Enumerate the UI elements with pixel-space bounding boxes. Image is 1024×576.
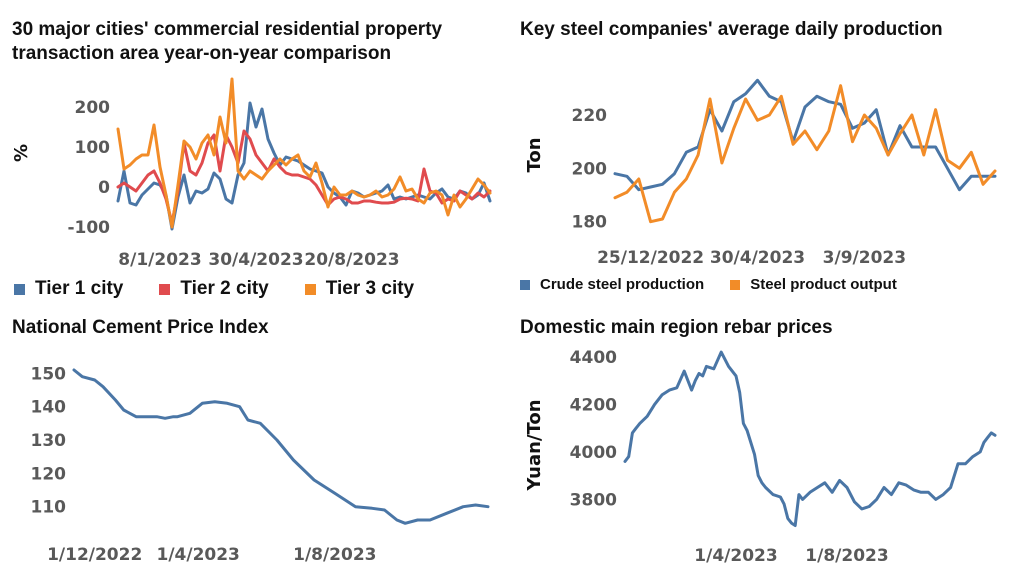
steel-legend: Crude steel production Steel product out… [520,276,933,293]
rebar-xtick-label: 1/4/2023 [694,546,777,566]
legend-swatch-tier2 [159,283,171,295]
legend-tier1: Tier 1 city [14,278,123,300]
property-chart: 200 100 0 -100% 8/1/2023 30/4/2023 20/8/2023 [11,77,492,270]
property-ytick-label: 200 [75,98,111,118]
rebar-ytick-label: 4400 [570,348,617,368]
steel-ytick-label: 180 [572,213,608,233]
rebar-chart: 4400 4200 4000 3800 Yuan/Ton 1/4/2023 1/8/2023 [524,348,997,566]
legend-swatch-steel [730,279,741,290]
rebar-ytick-label: 4000 [570,443,617,463]
steel-y-axis-label: Ton [524,137,545,172]
property-xtick-label: 30/4/2023 [208,250,303,270]
cement-chart: 150 140 130 120 110 1/12/2022 1/4/2023 1/8/2023 [31,364,490,565]
cement-ytick-label: 130 [31,431,67,451]
rebar-chart-title: Domestic main region rebar prices [520,317,833,338]
legend-tier3: Tier 3 city [304,278,415,300]
steel-ytick-label: 200 [572,159,608,179]
cement-ytick-label: 110 [31,498,67,518]
property-series-line-tier3 [116,77,492,229]
steel-xtick-label: 3/9/2023 [823,248,906,268]
rebar-y-axis-label: Yuan/Ton [524,399,545,491]
steel-chart-title: Key steel companies' average daily produ… [520,19,943,40]
legend-swatch-crude [520,279,530,290]
cement-xtick-label: 1/12/2022 [47,545,142,565]
legend-steel: Steel product output [730,276,897,293]
property-xtick-label: 20/8/2023 [304,250,399,270]
cement-chart-title: National Cement Price Index [12,317,269,338]
legend-tier2: Tier 2 city [159,278,269,300]
legend-swatch-tier1 [14,283,25,295]
property-ytick-label: 0 [98,178,110,198]
rebar-ytick-label: 3800 [570,490,617,510]
property-y-axis-label: % [11,144,32,162]
steel-chart: 220 200 180 Ton 25/12/2022 30/4/2023 3/9/2023 [524,78,997,268]
steel-series-line-steel [613,84,997,224]
property-legend: Tier 1 city Tier 2 city Tier 3 city [14,278,450,300]
legend-swatch-tier3 [304,283,316,295]
steel-xtick-label: 25/12/2022 [597,248,704,268]
cement-xtick-label: 1/4/2023 [157,545,240,565]
steel-ytick-label: 220 [572,106,608,126]
property-ytick-label: 100 [75,138,111,158]
legend-label-tier3: Tier 3 city [325,278,415,299]
steel-xtick-label: 30/4/2023 [710,248,805,268]
steel-series-line-crude [613,78,997,192]
legend-crude: Crude steel production [520,276,704,293]
cement-ytick-label: 150 [31,364,67,384]
legend-label-steel: Steel product output [750,276,897,293]
rebar-series-line-rebar [623,350,997,527]
cement-ytick-label: 140 [31,398,67,418]
rebar-xtick-label: 1/8/2023 [805,546,888,566]
legend-label-crude: Crude steel production [540,276,705,293]
property-ytick-label: -100 [67,218,110,238]
legend-label-tier1: Tier 1 city [35,278,124,299]
legend-label-tier2: Tier 2 city [180,278,269,299]
cement-series-line-cement [72,368,490,525]
property-xtick-label: 8/1/2023 [118,250,201,270]
cement-ytick-label: 120 [31,464,67,484]
property-chart-title: 30 major cities' commercial residential … [12,19,443,64]
cement-xtick-label: 1/8/2023 [293,545,376,565]
rebar-ytick-label: 4200 [570,395,617,415]
